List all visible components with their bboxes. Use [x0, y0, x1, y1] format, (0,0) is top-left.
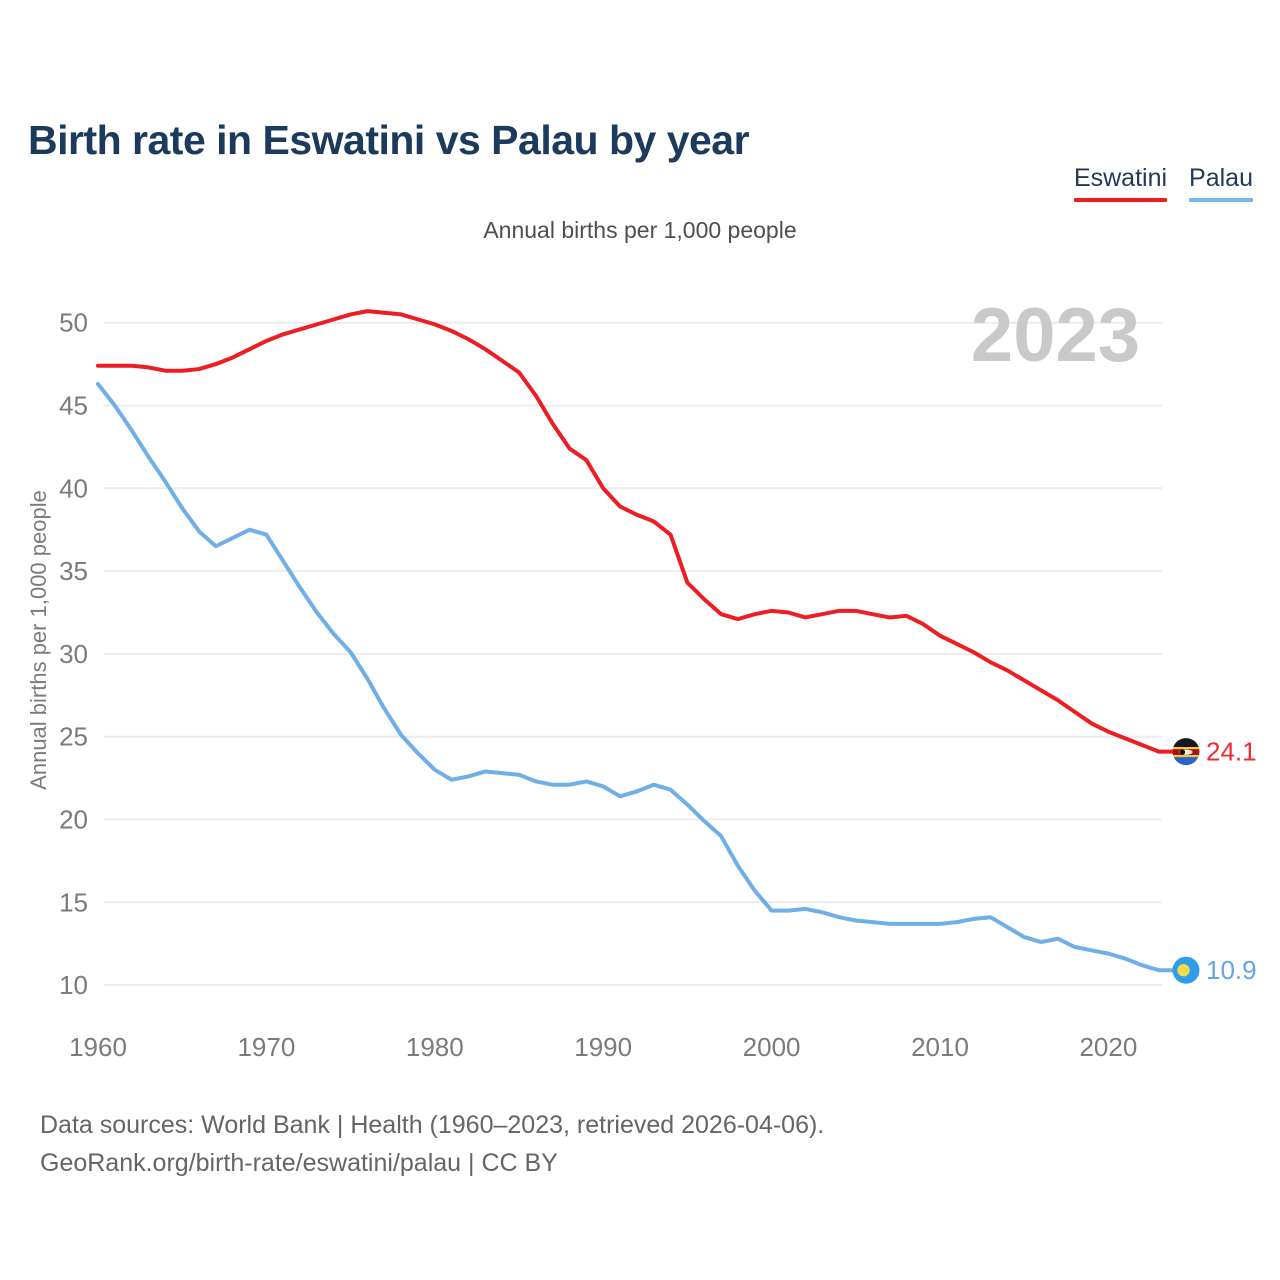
y-tick-label: 35 — [59, 556, 88, 586]
legend-underline-eswatini — [1073, 198, 1168, 202]
watermark-year: 2023 — [971, 293, 1140, 378]
y-tick-label: 10 — [59, 970, 88, 1000]
y-tick-label: 15 — [59, 887, 88, 917]
x-tick-label: 1960 — [69, 1032, 127, 1062]
y-axis-label: Annual births per 1,000 people — [26, 490, 51, 790]
x-tick-label: 2020 — [1079, 1032, 1137, 1062]
y-tick-label: 25 — [59, 722, 88, 752]
footer-sources: Data sources: World Bank | Health (1960–… — [40, 1111, 825, 1139]
footer-link: GeoRank.org/birth-rate/eswatini/palau | … — [40, 1149, 558, 1177]
x-tick-label: 1980 — [406, 1032, 464, 1062]
legend: Eswatini Palau — [1073, 164, 1253, 202]
x-tick-label: 1970 — [237, 1032, 295, 1062]
y-tick-label: 20 — [59, 805, 88, 835]
palau-flag-icon — [1172, 956, 1200, 984]
y-tick-label: 50 — [59, 308, 88, 338]
legend-label-eswatini: Eswatini — [1073, 164, 1168, 192]
legend-label-palau: Palau — [1189, 164, 1253, 192]
page-title: Birth rate in Eswatini vs Palau by year — [28, 117, 750, 164]
eswatini-flag-icon — [1172, 738, 1200, 766]
legend-underline-palau — [1189, 198, 1253, 202]
legend-item-eswatini[interactable]: Eswatini — [1073, 164, 1168, 202]
x-tick-label: 2000 — [743, 1032, 801, 1062]
x-tick-label: 2010 — [911, 1032, 969, 1062]
footer: Data sources: World Bank | Health (1960–… — [40, 1106, 824, 1182]
palau-end-value-label: 10.9 — [1206, 955, 1257, 985]
y-tick-label: 30 — [59, 639, 88, 669]
eswatini-line — [96, 309, 1161, 754]
chart-subtitle: Annual births per 1,000 people — [483, 217, 797, 243]
legend-item-palau[interactable]: Palau — [1189, 164, 1253, 202]
y-tick-label: 45 — [59, 391, 88, 421]
eswatini-end-value-label: 24.1 — [1206, 737, 1257, 767]
x-tick-label: 1990 — [574, 1032, 632, 1062]
y-tick-label: 40 — [59, 473, 88, 503]
palau-line — [96, 381, 1161, 973]
